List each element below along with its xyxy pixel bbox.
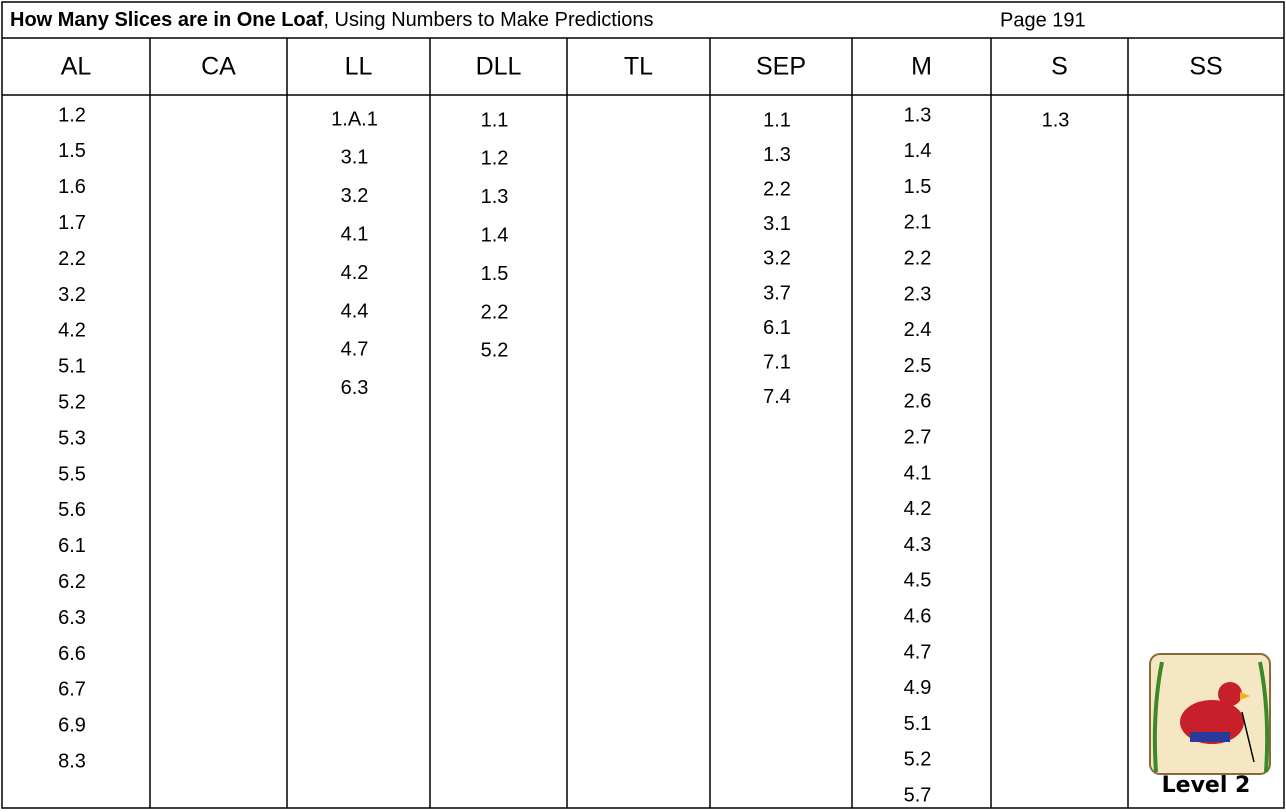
column-header: DLL (476, 53, 522, 81)
column-header: TL (624, 53, 653, 81)
cell-value: 5.6 (58, 499, 86, 521)
cell-value: 1.5 (904, 176, 932, 198)
cell-value: 1.2 (58, 104, 86, 126)
cell-value: 1.3 (481, 186, 509, 208)
cell-value: 6.7 (58, 679, 86, 701)
title-rest: , Using Numbers to Make Predictions (323, 9, 653, 31)
cell-value: 5.1 (904, 713, 932, 735)
cell-value: 6.3 (58, 607, 86, 629)
cell-value: 5.5 (58, 463, 86, 485)
cell-value: 4.1 (904, 462, 932, 484)
cell-value: 6.6 (58, 643, 86, 665)
column-header: SS (1189, 53, 1222, 81)
cell-value: 5.2 (904, 749, 932, 771)
cell-value: 2.6 (904, 391, 932, 413)
cell-value: 3.2 (763, 248, 791, 270)
column-header: AL (61, 53, 92, 81)
cell-value: 5.2 (481, 340, 509, 362)
title-bold: How Many Slices are in One Loaf (10, 9, 324, 31)
cell-value: 7.4 (763, 386, 791, 408)
cell-value: 2.2 (481, 301, 509, 323)
cell-value: 1.3 (763, 144, 791, 166)
cell-value: 3.1 (763, 213, 791, 235)
cell-value: 2.1 (904, 212, 932, 234)
cell-value: 8.3 (58, 750, 86, 772)
cell-value: 1.1 (763, 109, 791, 131)
cell-value: 3.2 (341, 185, 369, 207)
cell-value: 4.6 (904, 605, 932, 627)
cell-value: 2.7 (904, 426, 932, 448)
cell-value: 7.1 (763, 351, 791, 373)
cell-value: 6.2 (58, 571, 86, 593)
cell-value: 5.7 (904, 784, 932, 806)
cell-value: 4.9 (904, 677, 932, 699)
cell-value: 4.5 (904, 570, 932, 592)
cell-value: 2.5 (904, 355, 932, 377)
column-header: S (1051, 53, 1068, 81)
title: How Many Slices are in One Loaf, Using N… (10, 9, 654, 31)
cell-value: 4.2 (904, 498, 932, 520)
cell-value: 4.3 (904, 534, 932, 556)
cell-value: 1.5 (58, 140, 86, 162)
column-header: SEP (756, 53, 806, 81)
cell-value: 5.3 (58, 427, 86, 449)
cell-value: 4.1 (341, 223, 369, 245)
cell-value: 5.1 (58, 356, 86, 378)
cell-value: 4.7 (341, 339, 369, 361)
cell-value: 5.2 (58, 391, 86, 413)
cell-value: 3.7 (763, 282, 791, 304)
cell-value: 1.4 (481, 224, 509, 246)
cell-value: 1.3 (1042, 109, 1070, 131)
column-header: LL (345, 53, 373, 81)
table-border (2, 2, 1284, 808)
page-number: Page 191 (1000, 9, 1086, 31)
cell-value: 4.7 (904, 641, 932, 663)
level-badge: Level 2 (1162, 773, 1251, 798)
cell-value: 1.6 (58, 176, 86, 198)
cell-value: 4.2 (58, 320, 86, 342)
cell-value: 4.4 (341, 300, 369, 322)
cell-value: 6.1 (763, 317, 791, 339)
badge-icon (1150, 654, 1270, 774)
cell-value: 1.5 (481, 263, 509, 285)
cell-value: 6.1 (58, 535, 86, 557)
cell-value: 1.2 (481, 148, 509, 170)
cell-value: 3.1 (341, 147, 369, 169)
cell-value: 1.7 (58, 212, 86, 234)
cell-value: 1.4 (904, 140, 932, 162)
cell-value: 2.2 (763, 178, 791, 200)
column-header: CA (201, 53, 236, 81)
document: How Many Slices are in One Loaf, Using N… (0, 0, 1286, 812)
cell-value: 2.4 (904, 319, 932, 341)
cell-value: 4.2 (341, 262, 369, 284)
cell-value: 6.9 (58, 715, 86, 737)
cell-value: 2.3 (904, 283, 932, 305)
cell-value: 3.2 (58, 284, 86, 306)
cell-value: 1.1 (481, 109, 509, 131)
cell-value: 2.2 (58, 248, 86, 270)
column-header: M (911, 53, 932, 81)
cell-value: 6.3 (341, 377, 369, 399)
cell-value: 1.A.1 (331, 108, 378, 130)
cell-value: 2.2 (904, 247, 932, 269)
cell-value: 1.3 (904, 104, 932, 126)
